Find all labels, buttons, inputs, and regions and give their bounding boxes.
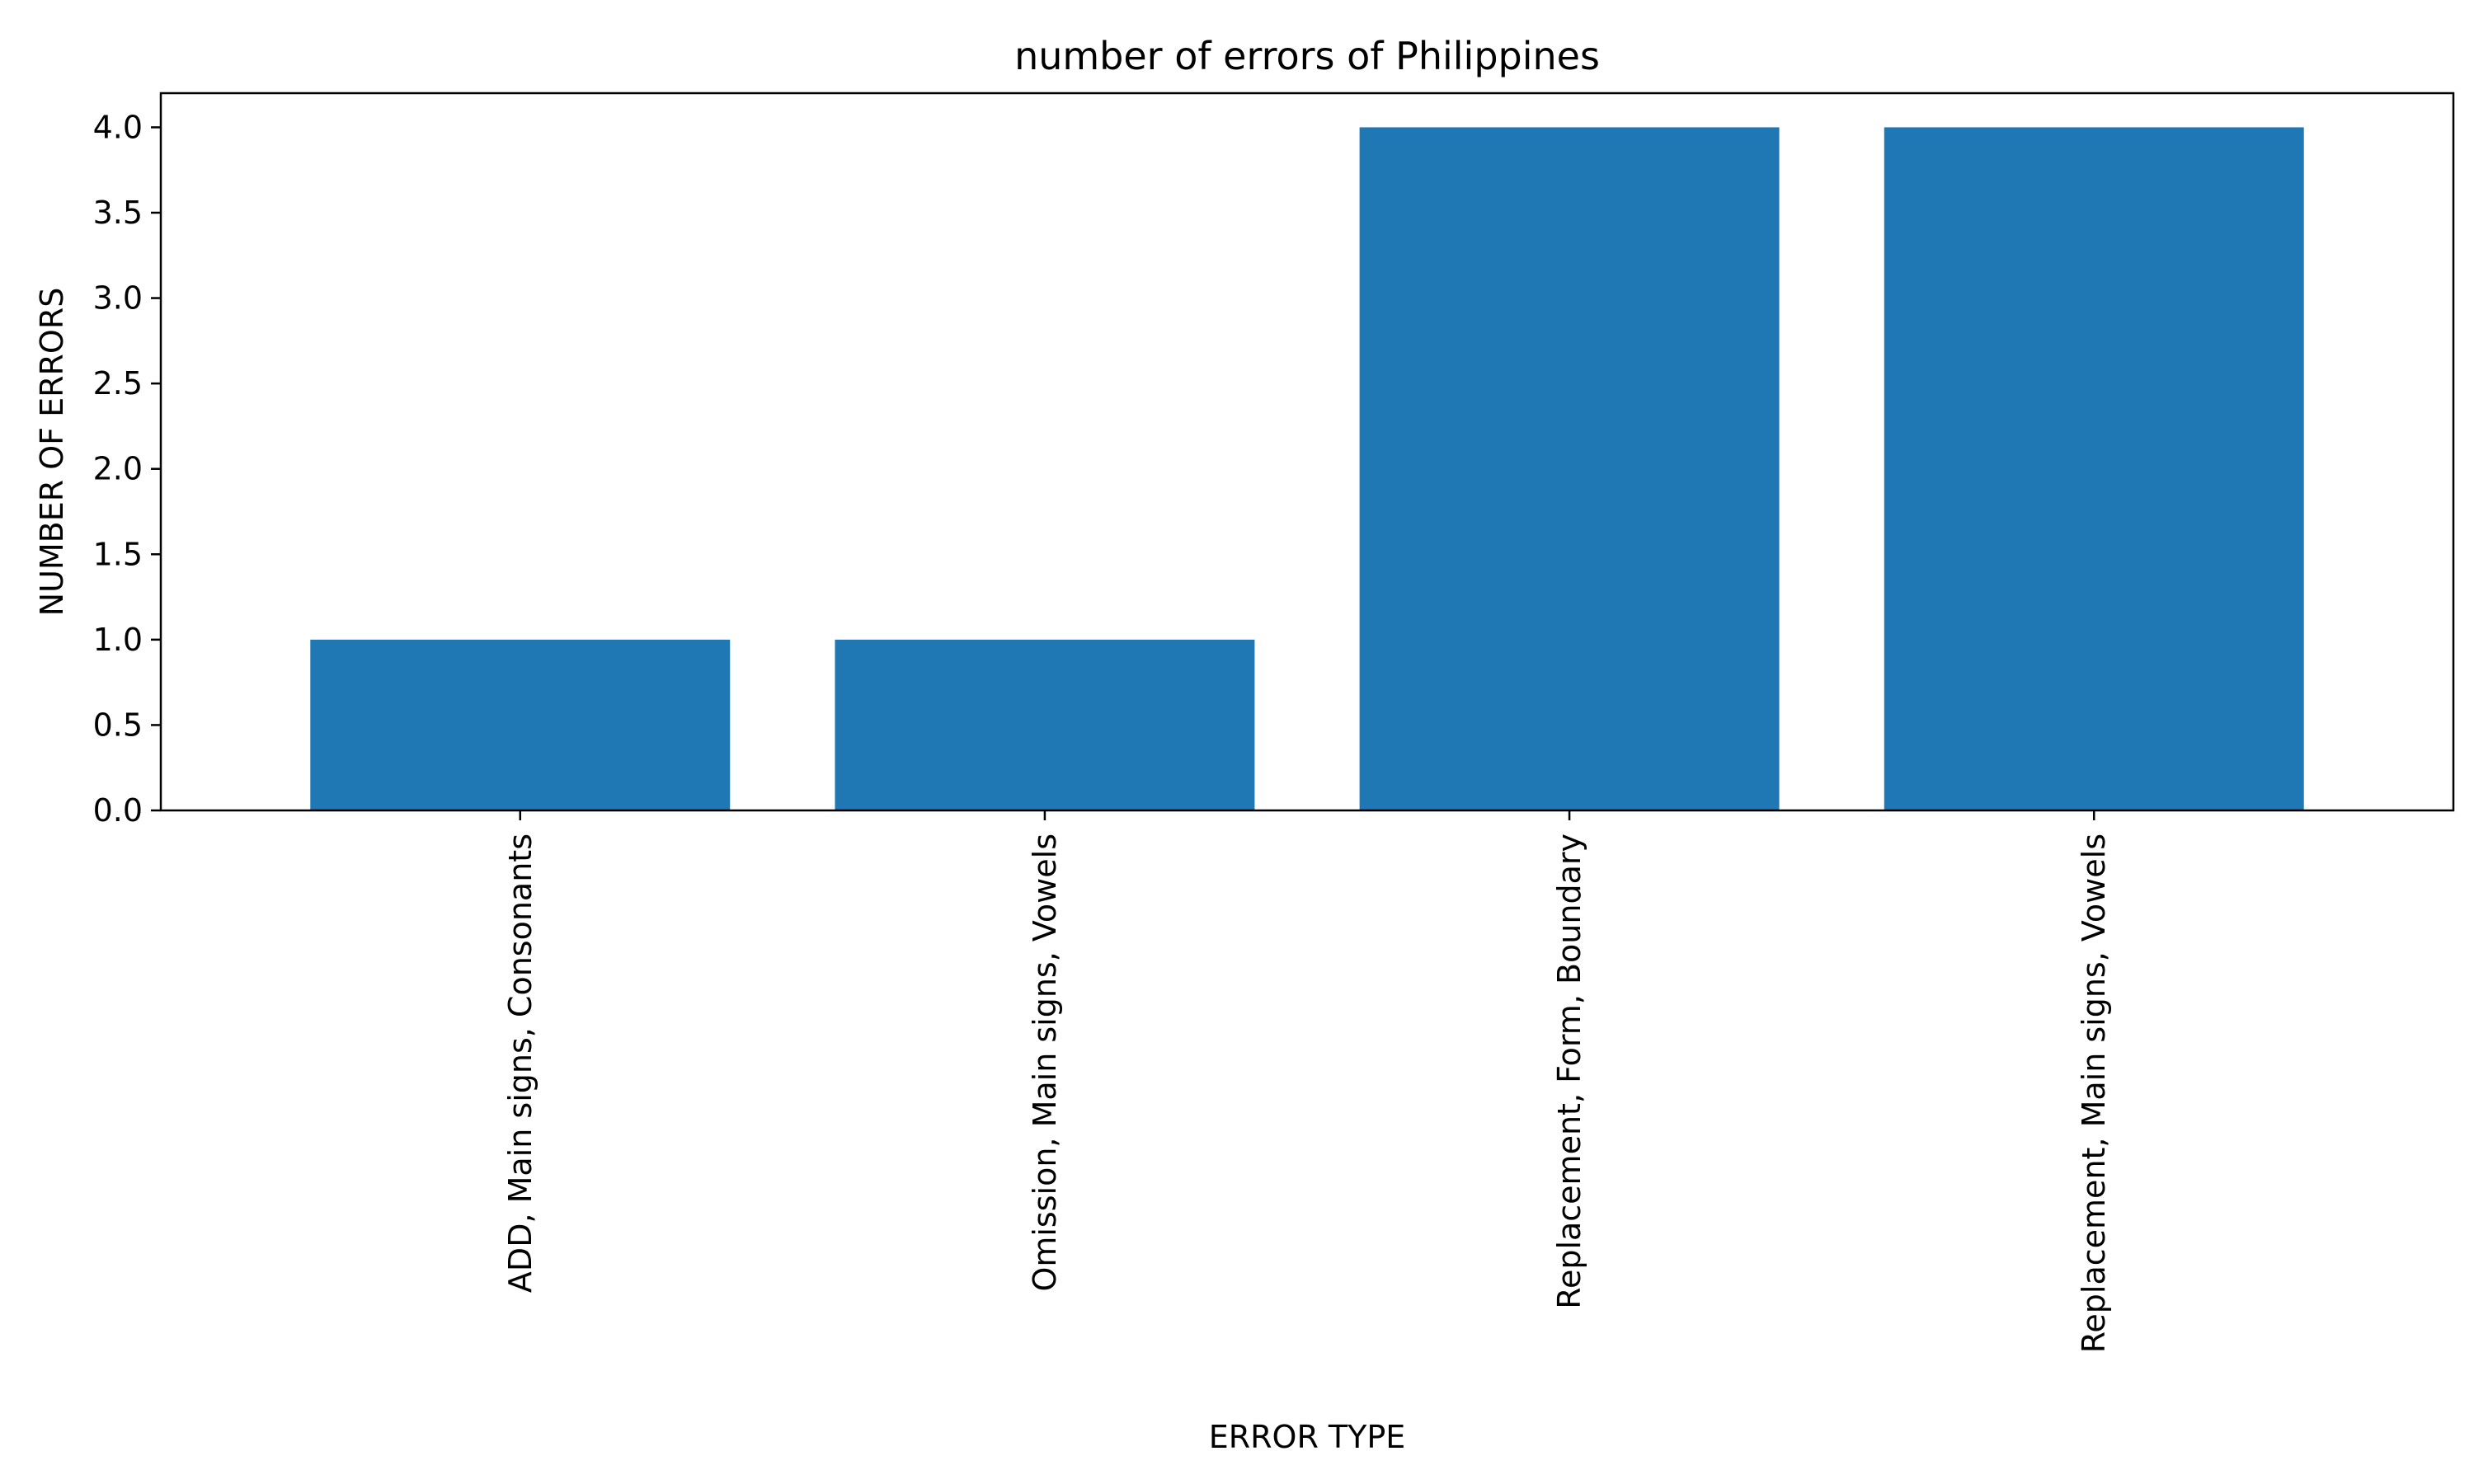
x-tick-label: Omission, Main signs, Vowels — [1027, 834, 1063, 1292]
y-tick-label: 0.5 — [93, 707, 143, 743]
chart-title: number of errors of Philippines — [1014, 34, 1600, 78]
bar-2 — [1359, 127, 1780, 810]
x-tick-label: Replacement, Main signs, Vowels — [2076, 834, 2112, 1353]
x-tick-label: Replacement, Form, Boundary — [1551, 834, 1587, 1309]
x-axis-ticks: ADD, Main signs, Consonants Omission, Mai… — [502, 810, 2112, 1353]
bar-1 — [835, 639, 1255, 810]
bar-3 — [1884, 127, 2304, 810]
y-tick-label: 4.0 — [93, 109, 143, 145]
y-tick-label: 3.0 — [93, 280, 143, 317]
y-axis-title: NUMBER OF ERRORS — [34, 288, 70, 617]
y-tick-label: 1.0 — [93, 622, 143, 658]
x-axis-title: ERROR TYPE — [1209, 1419, 1406, 1455]
y-tick-label: 2.0 — [93, 451, 143, 487]
plot-frame — [159, 92, 2455, 812]
bar-0 — [310, 639, 731, 810]
y-tick-label: 3.5 — [93, 195, 143, 231]
y-axis-ticks: 0.0 0.5 1.0 1.5 2.0 2.5 3.0 3.5 4.0 — [93, 109, 161, 829]
y-tick-label: 2.5 — [93, 365, 143, 402]
y-tick-label: 0.0 — [93, 792, 143, 829]
x-tick-label: ADD, Main signs, Consonants — [502, 834, 539, 1293]
y-tick-label: 1.5 — [93, 536, 143, 572]
bars-group — [310, 127, 2304, 810]
